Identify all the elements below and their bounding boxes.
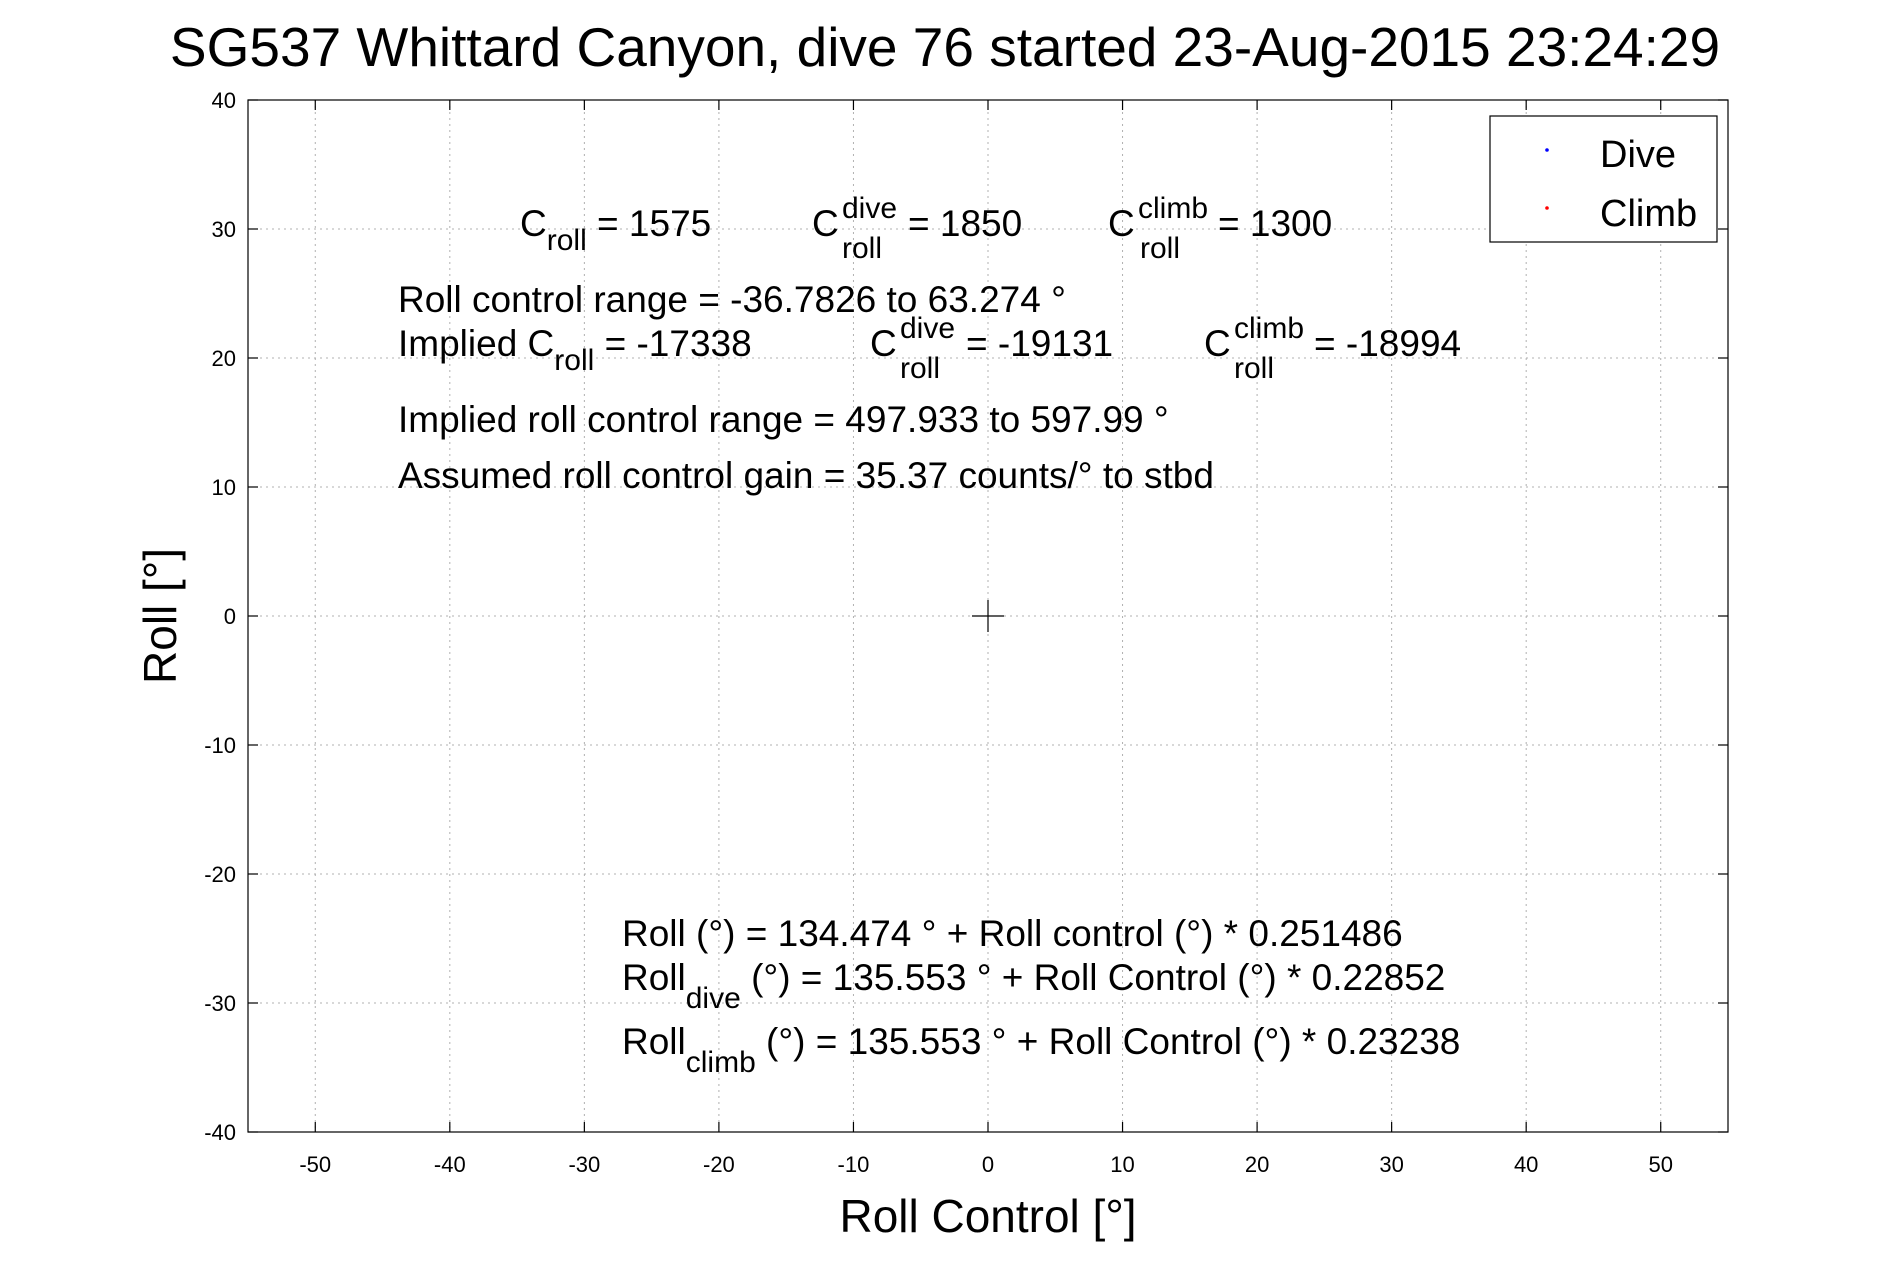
x-tick-label: 40 — [1514, 1152, 1538, 1177]
legend: Dive Climb — [1489, 115, 1718, 243]
legend-climb-marker — [1545, 206, 1549, 210]
y-tick-labels: -40 -30 -20 -10 0 10 20 30 40 — [204, 88, 236, 1145]
x-tick-label: 20 — [1245, 1152, 1269, 1177]
c-roll-text: Croll = 1575 — [520, 203, 711, 257]
y-tick-label: 0 — [224, 604, 236, 629]
origin-marker-group — [972, 600, 1004, 632]
legend-dive-marker — [1545, 148, 1549, 152]
legend-dive-label: Dive — [1600, 134, 1676, 176]
c-roll-climb-value: = 1300 — [1218, 203, 1332, 244]
y-tick-label: 20 — [212, 346, 236, 371]
x-axis-label: Roll Control [°] — [839, 1190, 1136, 1242]
x-tick-label: -50 — [299, 1152, 331, 1177]
c-roll-climb-sub: roll — [1140, 232, 1180, 265]
x-tick-label: 0 — [982, 1152, 994, 1177]
x-tick-label: 50 — [1648, 1152, 1672, 1177]
legend-climb-label: Climb — [1600, 193, 1697, 235]
implied-climb-sup: climb — [1234, 312, 1304, 345]
c-roll-dive-text: C — [812, 203, 839, 244]
coefficient-line: Croll = 1575 C dive roll = 1850 C climb … — [520, 192, 1332, 265]
implied-dive-sup: dive — [900, 312, 955, 345]
implied-dive-value: = -19131 — [966, 323, 1113, 364]
c-roll-climb-text: C — [1108, 203, 1135, 244]
x-tick-label: -30 — [568, 1152, 600, 1177]
y-tick-label: -10 — [204, 733, 236, 758]
c-roll-dive-sup: dive — [842, 192, 897, 225]
fit-all-text: Roll (°) = 134.474 ° + Roll control (°) … — [622, 913, 1403, 954]
y-tick-label: -20 — [204, 862, 236, 887]
fit-climb-text: Rollclimb (°) = 135.553 ° + Roll Control… — [622, 1021, 1460, 1079]
y-tick-label: 40 — [212, 88, 236, 113]
implied-dive-sub: roll — [900, 352, 940, 385]
y-tick-label: -40 — [204, 1120, 236, 1145]
y-tick-label: 30 — [212, 217, 236, 242]
c-roll-climb-sup: climb — [1138, 192, 1208, 225]
fit-dive-text: Rolldive (°) = 135.553 ° + Roll Control … — [622, 957, 1445, 1015]
x-tick-label: 10 — [1110, 1152, 1134, 1177]
x-tick-label: -20 — [703, 1152, 735, 1177]
assumed-gain-text: Assumed roll control gain = 35.37 counts… — [398, 455, 1214, 496]
implied-c-roll-text: Implied Croll = -17338 — [398, 323, 752, 377]
implied-climb-c: C — [1204, 323, 1231, 364]
implied-climb-sub: roll — [1234, 352, 1274, 385]
implied-line: Implied Croll = -17338 C dive roll = -19… — [398, 312, 1461, 385]
x-tick-label: -40 — [434, 1152, 466, 1177]
x-tick-label: 30 — [1379, 1152, 1403, 1177]
c-roll-dive-value: = 1850 — [908, 203, 1022, 244]
roll-control-range-text: Roll control range = -36.7826 to 63.274 … — [398, 279, 1066, 320]
implied-climb-value: = -18994 — [1314, 323, 1461, 364]
y-tick-label: -30 — [204, 991, 236, 1016]
legend-box — [1489, 115, 1718, 243]
axis-ticks — [248, 99, 1728, 1133]
x-tick-labels: -50 -40 -30 -20 -10 0 10 20 30 40 50 — [299, 1152, 1673, 1177]
implied-dive-c: C — [870, 323, 897, 364]
y-axis-label: Roll [°] — [134, 548, 186, 684]
y-tick-label: 10 — [212, 475, 236, 500]
c-roll-dive-sub: roll — [842, 232, 882, 265]
chart-title: SG537 Whittard Canyon, dive 76 started 2… — [170, 16, 1720, 78]
x-tick-label: -10 — [838, 1152, 870, 1177]
implied-range-text: Implied roll control range = 497.933 to … — [398, 399, 1169, 440]
